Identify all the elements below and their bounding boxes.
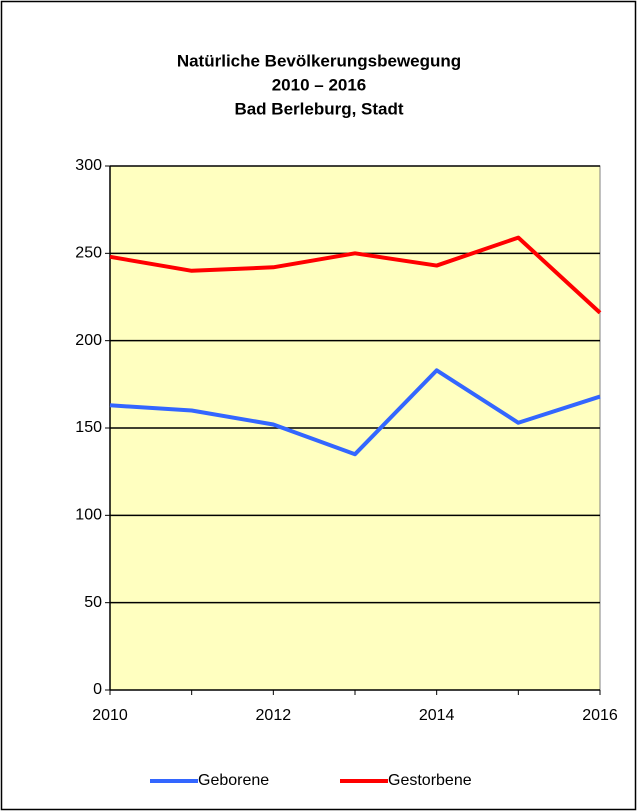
legend-label: Gestorbene (388, 772, 472, 789)
legend-label: Geborene (198, 772, 269, 789)
y-tick-label: 100 (75, 507, 102, 524)
chart-title: 2010 – 2016 (272, 75, 367, 94)
y-tick-label: 0 (93, 681, 102, 698)
x-tick-label: 2010 (92, 707, 128, 724)
chart-title: Natürliche Bevölkerungsbewegung (177, 51, 461, 70)
y-tick-label: 200 (75, 332, 102, 349)
x-tick-label: 2016 (582, 707, 618, 724)
series-line (109, 368, 601, 457)
x-tick-label: 2012 (256, 707, 292, 724)
series-line (109, 235, 602, 315)
y-tick-label: 250 (75, 245, 102, 262)
chart-title: Bad Berleburg, Stadt (234, 99, 403, 118)
y-tick-label: 150 (75, 419, 102, 436)
y-tick-label: 300 (75, 157, 102, 174)
y-tick-label: 50 (84, 594, 102, 611)
x-tick-label: 2014 (419, 707, 455, 724)
